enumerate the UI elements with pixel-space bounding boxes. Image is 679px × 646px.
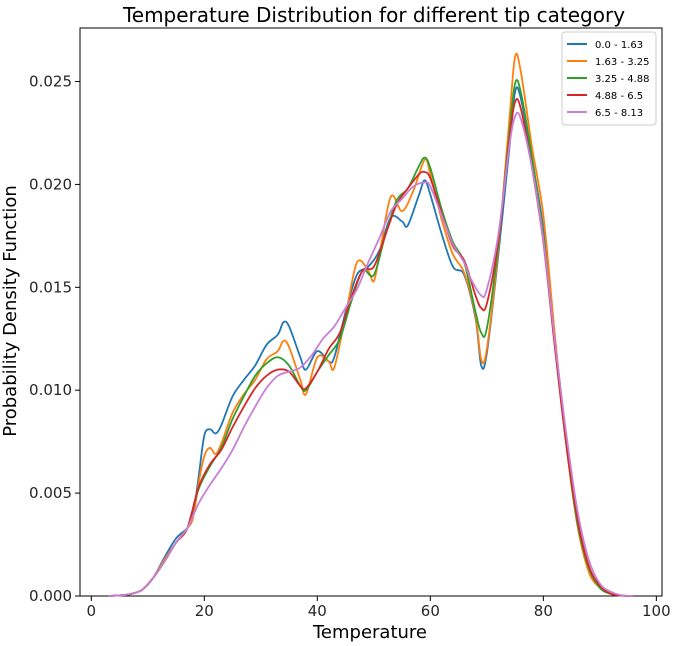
- y-tick-label: 0.025: [29, 73, 72, 91]
- x-axis-label: Temperature: [312, 622, 427, 643]
- legend-label: 4.88 - 6.5: [595, 91, 643, 102]
- y-axis: 0.000 0.005 0.010 0.015 0.020 0.025: [29, 73, 80, 605]
- y-tick-label: 0.015: [29, 278, 72, 296]
- y-axis-label: Probability Density Function: [0, 185, 21, 437]
- x-tick-label: 60: [421, 602, 440, 620]
- y-tick-label: 0.000: [29, 587, 72, 605]
- y-tick-label: 0.020: [29, 175, 72, 193]
- chart-title: Temperature Distribution for different t…: [122, 3, 625, 27]
- x-tick-label: 100: [642, 602, 671, 620]
- y-tick-label: 0.010: [29, 381, 72, 399]
- x-tick-label: 20: [195, 602, 214, 620]
- legend-label: 1.63 - 3.25: [595, 57, 650, 68]
- legend: 0.0 - 1.63 1.63 - 3.25 3.25 - 4.88 4.88 - 6…: [561, 31, 657, 126]
- series-line-2: [108, 52, 634, 597]
- x-axis: 0 20 40 60 80 100: [87, 596, 671, 620]
- x-tick-label: 40: [308, 602, 327, 620]
- y-tick-label: 0.005: [29, 484, 72, 502]
- legend-label: 0.0 - 1.63: [595, 40, 643, 51]
- series-line-5: [108, 111, 634, 597]
- plot-area: [79, 27, 663, 597]
- legend-label: 6.5 - 8.13: [595, 108, 643, 119]
- legend-label: 3.25 - 4.88: [595, 74, 650, 85]
- legend-box: [561, 31, 657, 126]
- plot-frame: [79, 27, 663, 597]
- x-tick-label: 80: [534, 602, 553, 620]
- x-tick-label: 0: [87, 602, 97, 620]
